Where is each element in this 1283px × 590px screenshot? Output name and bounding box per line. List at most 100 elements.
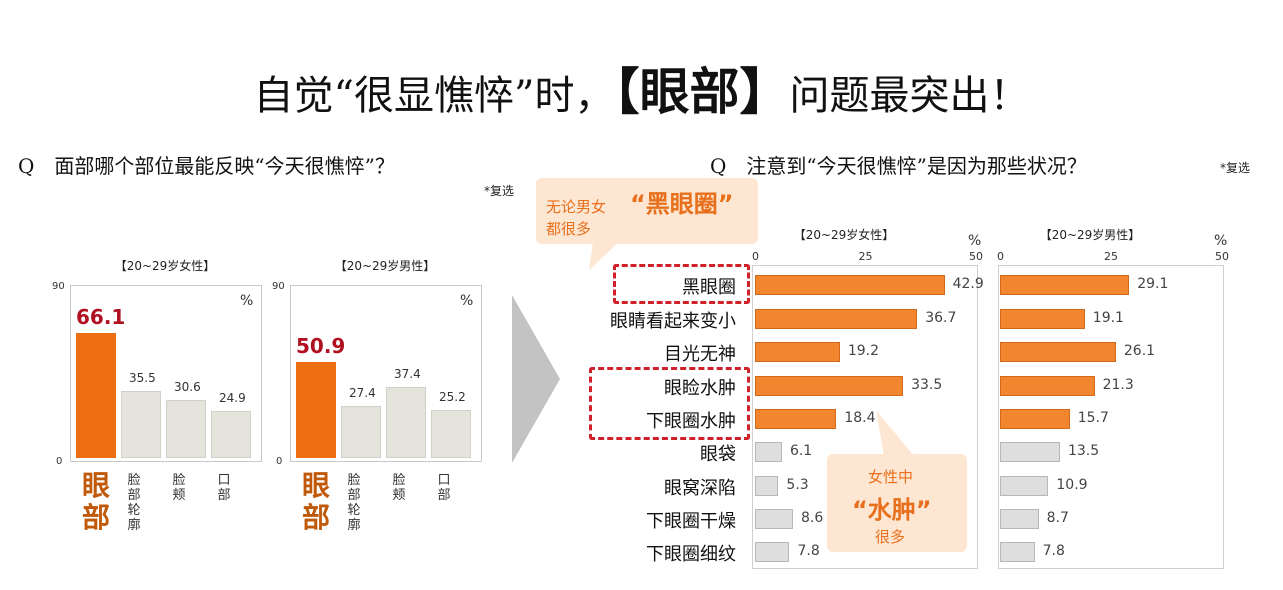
highlight-dark-circles [613,264,750,304]
bar [755,542,790,562]
bar [1000,309,1085,329]
x-tick-label: 0 [997,250,1004,263]
bar [755,342,840,362]
x-tick-label: 25 [1104,250,1118,263]
data-label: 35.5 [129,370,156,385]
data-label: 8.6 [801,510,824,526]
bar [1000,409,1070,429]
callout-bottom-emph: “水肿” [852,496,932,524]
callout-top-line2: 都很多 [546,220,592,238]
data-label: 24.9 [219,390,246,405]
category-label: 眼睛看起来变小 [610,311,736,332]
bar [1000,275,1130,295]
callout-bottom-line1: 女性中 [868,468,914,486]
bar [211,410,251,458]
category-label: 眼部 [301,469,330,534]
data-label: 19.1 [1092,310,1124,326]
category-label: 下眼圈干燥 [646,511,736,532]
y-tick-label: 0 [56,456,63,467]
bar [755,309,918,329]
bar [755,509,793,529]
bar [1000,476,1049,496]
bar [1000,342,1116,362]
callout-bottom-line2: 很多 [875,528,906,546]
category-label: 口部 [437,473,451,503]
unit-label: % [240,293,254,309]
category-label: 脸部轮廓 [127,473,141,533]
category-label: 眼窝深陷 [664,478,736,499]
category-label: 眼袋 [700,444,736,465]
data-label: 10.9 [1056,477,1088,493]
x-tick-label: 50 [969,250,983,263]
bar [1000,376,1095,396]
y-tick-label: 90 [272,281,285,292]
left-question: Q 面部哪个部位最能反映“今天很憔悴”？ [18,154,395,178]
data-label: 5.3 [786,477,809,493]
data-label: 21.3 [1102,377,1134,393]
chart-title: 【20~29岁男性】 [1039,228,1141,242]
data-label: 27.4 [349,386,376,401]
category-label: 眼部 [81,469,110,534]
data-label: 18.4 [844,410,876,426]
data-label: 29.1 [1137,276,1169,292]
category-label: 黑眼圈 [682,277,736,298]
bar [755,442,782,462]
data-label: 15.7 [1077,410,1109,426]
bar [755,275,945,295]
page-title: 自觉“很显憔悴”时，【眼部】问题最突出！ [0,52,1283,124]
title-highlight: 【眼部】 [614,63,790,121]
data-label: 26.1 [1123,343,1156,359]
unit-label: % [968,233,982,249]
category-label: 口部 [217,473,231,503]
bar [755,376,904,396]
data-label: 25.2 [439,390,466,405]
data-label: 42.9 [952,276,984,292]
callout-top [536,178,758,244]
data-label: 19.2 [847,343,880,359]
callout-top-pointer [589,242,619,270]
left-note: *复选 [484,184,515,198]
callout-top-line1: 无论男女 [546,198,607,216]
bar [341,406,381,458]
y-tick-label: 0 [276,456,283,467]
bar [755,409,837,429]
bar [121,390,161,458]
bar [386,387,426,458]
callout-bottom-pointer [876,410,914,456]
bar [296,361,336,458]
data-label: 50.9 [296,333,346,358]
x-tick-label: 50 [1215,250,1229,263]
category-label: 下眼圈细纹 [646,544,736,565]
category-label: 下眼圈水肿 [646,411,736,432]
data-label: 66.1 [76,305,126,330]
data-label: 36.7 [925,310,957,326]
category-label: 脸部轮廓 [347,473,361,533]
x-tick-label: 0 [752,250,759,263]
data-label: 37.4 [394,367,421,382]
data-label: 8.7 [1046,510,1069,526]
bar [1000,542,1035,562]
bar [1000,442,1060,462]
data-label: 33.5 [911,377,943,393]
right-question: Q 注意到“今天很憔悴”是因为那些状况？ [710,154,1087,178]
bar [76,333,116,458]
callout-bottom [827,454,967,552]
unit-label: % [1214,233,1228,249]
chart-title: 【20~29岁男性】 [334,259,436,273]
chart-title: 【20~29岁女性】 [793,228,895,242]
data-label: 7.8 [797,543,820,559]
data-label: 6.1 [789,443,813,459]
bar [431,410,471,458]
bar [166,400,206,458]
callout-top-emph: “黑眼圈” [630,190,734,218]
category-label: 脸颊 [392,473,406,503]
arrow-right-icon [512,295,560,463]
right-note: *复选 [1220,161,1251,175]
chart-title: 【20~29岁女性】 [114,259,216,273]
data-label: 7.8 [1042,543,1065,559]
bar [1000,509,1039,529]
data-label: 13.5 [1067,443,1100,459]
data-label: 30.6 [174,380,201,395]
category-label: 眼睑水肿 [664,378,736,399]
title-part3: 问题最突出！ [789,73,1030,119]
